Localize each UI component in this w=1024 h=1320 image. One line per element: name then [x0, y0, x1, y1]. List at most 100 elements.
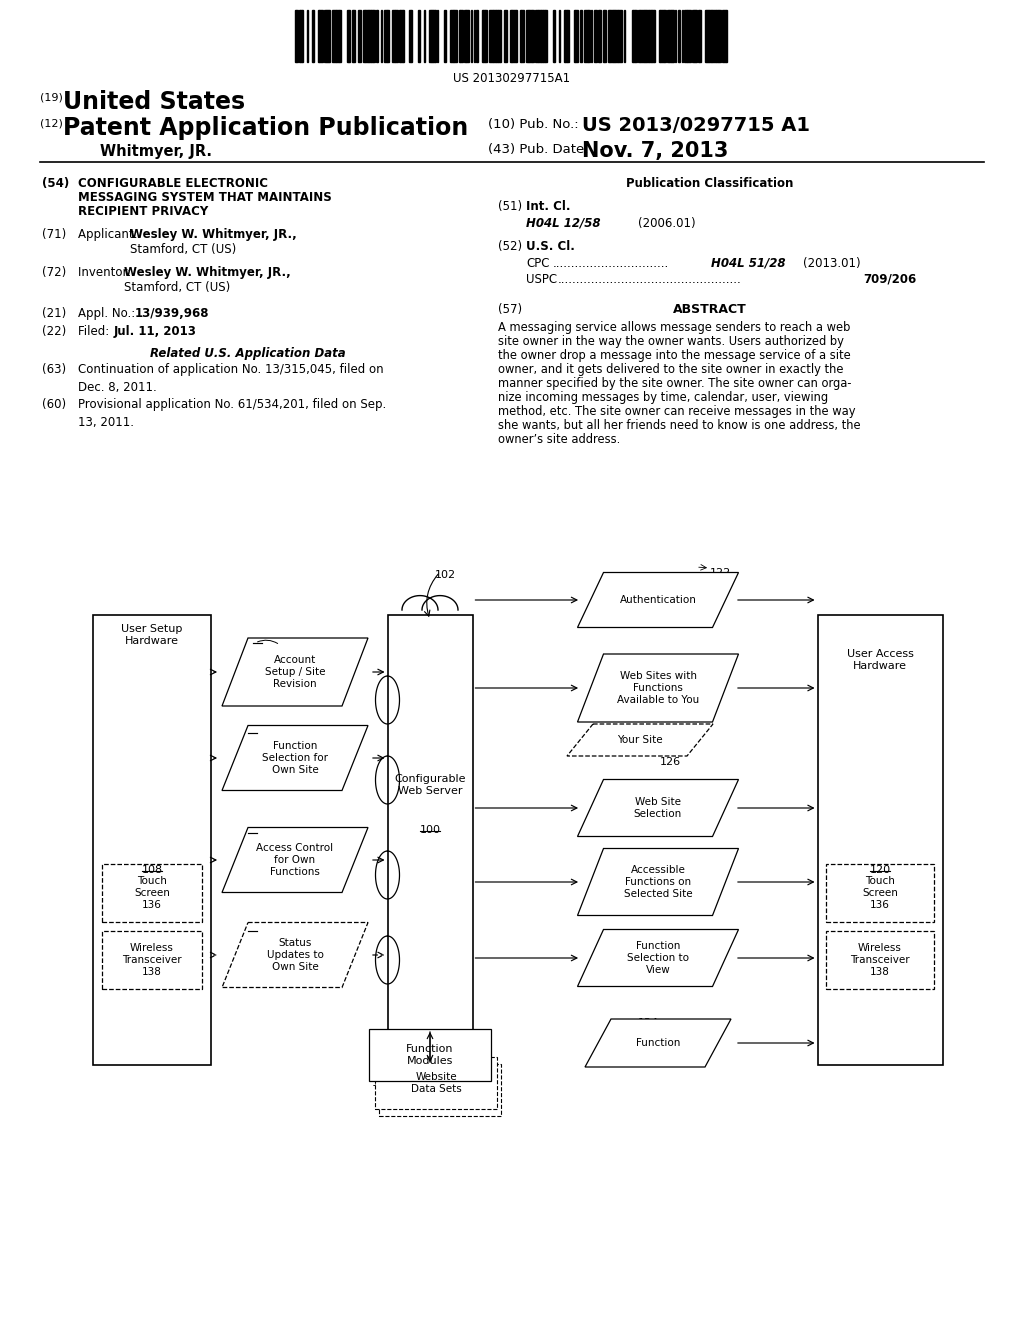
Text: (51): (51) — [498, 201, 522, 213]
Bar — [712, 11, 716, 62]
Bar — [336, 11, 339, 62]
Text: Continuation of application No. 13/315,045, filed on
Dec. 8, 2011.: Continuation of application No. 13/315,0… — [78, 363, 384, 393]
Bar — [719, 11, 721, 62]
Bar — [296, 11, 298, 62]
Text: Status
Updates to
Own Site: Status Updates to Own Site — [266, 939, 324, 972]
Text: (12): (12) — [40, 117, 62, 128]
Bar — [358, 11, 361, 62]
Polygon shape — [222, 638, 368, 706]
Bar — [538, 11, 541, 62]
Bar — [369, 1030, 490, 1081]
Text: CONFIGURABLE ELECTRONIC: CONFIGURABLE ELECTRONIC — [78, 177, 268, 190]
Text: A messaging service allows message senders to reach a web: A messaging service allows message sende… — [498, 321, 850, 334]
Text: Function
Modules: Function Modules — [407, 1044, 454, 1065]
Bar — [684, 11, 687, 62]
Bar — [687, 11, 691, 62]
Text: 100: 100 — [420, 825, 440, 836]
Bar — [433, 11, 435, 62]
Bar — [387, 615, 472, 1065]
Text: USPC: USPC — [526, 273, 557, 286]
Bar — [353, 11, 355, 62]
Bar — [300, 11, 302, 62]
Bar — [483, 11, 485, 62]
Text: (60): (60) — [42, 399, 67, 411]
Bar — [504, 11, 507, 62]
Bar — [450, 11, 453, 62]
Bar — [667, 11, 669, 62]
Text: Related U.S. Application Data: Related U.S. Application Data — [151, 347, 346, 360]
Text: (22): (22) — [42, 325, 67, 338]
Bar — [521, 11, 524, 62]
Text: Function
Selection to
View: Function Selection to View — [627, 941, 689, 974]
Text: she wants, but all her friends need to know is one address, the: she wants, but all her friends need to k… — [498, 418, 860, 432]
Bar — [392, 11, 395, 62]
Text: ...............................: ............................... — [553, 257, 670, 271]
Text: 110: 110 — [253, 640, 274, 649]
Bar — [584, 11, 588, 62]
Polygon shape — [578, 653, 738, 722]
Bar — [464, 11, 466, 62]
Bar — [485, 11, 487, 62]
Bar — [466, 11, 469, 62]
Bar — [646, 11, 649, 62]
Bar — [588, 11, 590, 62]
Text: nize incoming messages by time, calendar, user, viewing: nize incoming messages by time, calendar… — [498, 391, 828, 404]
Text: H04L 51/28: H04L 51/28 — [711, 257, 785, 271]
Bar — [567, 11, 569, 62]
Text: 120: 120 — [869, 865, 891, 875]
Bar — [387, 11, 389, 62]
Bar — [319, 11, 323, 62]
Bar — [409, 11, 411, 62]
Text: Provisional application No. 61/534,201, filed on Sep.
13, 2011.: Provisional application No. 61/534,201, … — [78, 399, 386, 429]
Bar — [476, 11, 478, 62]
Text: (43) Pub. Date:: (43) Pub. Date: — [488, 143, 589, 156]
Bar — [580, 11, 582, 62]
Text: (21): (21) — [42, 308, 67, 319]
Bar — [699, 11, 701, 62]
Bar — [692, 11, 694, 62]
Text: 122: 122 — [710, 568, 731, 578]
Bar — [324, 11, 326, 62]
Text: (72): (72) — [42, 267, 67, 279]
Text: Web Site
Selection: Web Site Selection — [634, 797, 682, 818]
Bar — [339, 11, 341, 62]
Text: Your Site: Your Site — [617, 735, 663, 744]
Bar — [365, 11, 368, 62]
Text: 104: 104 — [372, 1078, 393, 1088]
Bar — [496, 11, 498, 62]
Bar — [444, 11, 446, 62]
Bar — [332, 11, 336, 62]
Text: Int. Cl.: Int. Cl. — [526, 201, 570, 213]
Text: 102: 102 — [435, 570, 456, 579]
Bar — [610, 11, 613, 62]
Text: (10) Pub. No.:: (10) Pub. No.: — [488, 117, 579, 131]
Bar — [826, 931, 934, 989]
Text: 114: 114 — [248, 830, 269, 840]
Text: Jul. 11, 2013: Jul. 11, 2013 — [114, 325, 197, 338]
Bar — [638, 11, 640, 62]
Text: Inventor:: Inventor: — [78, 267, 138, 279]
Bar — [373, 11, 375, 62]
Polygon shape — [567, 723, 713, 756]
Bar — [493, 11, 496, 62]
Bar — [512, 11, 516, 62]
Text: Web Sites with
Functions
Available to You: Web Sites with Functions Available to Yo… — [616, 672, 699, 705]
Text: Filed:: Filed: — [78, 325, 128, 338]
Text: U.S. Cl.: U.S. Cl. — [526, 240, 574, 253]
Polygon shape — [222, 726, 368, 791]
Text: (63): (63) — [42, 363, 67, 376]
Polygon shape — [578, 849, 738, 916]
Text: (57): (57) — [498, 304, 522, 315]
Bar — [362, 11, 365, 62]
Bar — [454, 11, 457, 62]
Bar — [541, 11, 543, 62]
Bar — [400, 11, 403, 62]
Bar — [369, 11, 371, 62]
Text: 126: 126 — [660, 756, 681, 767]
Bar — [418, 11, 420, 62]
Bar — [575, 11, 578, 62]
Text: US 20130297715A1: US 20130297715A1 — [454, 73, 570, 84]
Text: 124: 124 — [614, 655, 635, 665]
Text: User Setup
Hardware: User Setup Hardware — [121, 624, 182, 645]
Bar — [395, 11, 398, 62]
